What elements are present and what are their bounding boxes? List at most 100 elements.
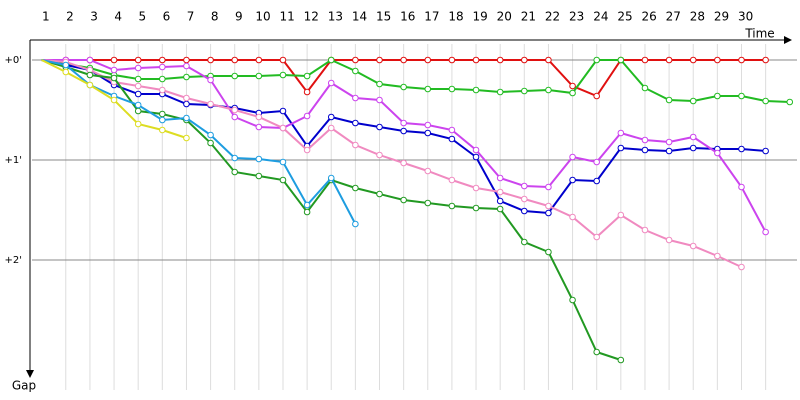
data-point (472, 146, 480, 154)
data-point (62, 68, 70, 76)
data-point (689, 242, 697, 250)
data-point (641, 56, 649, 64)
data-point (521, 207, 528, 215)
data-point (159, 63, 166, 71)
data-point (110, 66, 118, 74)
data-point (134, 82, 142, 90)
x-tick-label: 30 (738, 10, 753, 24)
data-point (496, 188, 504, 196)
data-point (255, 172, 263, 180)
data-point (496, 205, 504, 213)
x-tick-label: 2 (66, 10, 74, 24)
data-point (641, 146, 649, 154)
data-point (231, 72, 239, 80)
data-point (545, 183, 552, 191)
data-point (665, 56, 673, 64)
data-point (86, 81, 94, 89)
x-tick-label: 1 (42, 10, 50, 24)
data-point (617, 144, 625, 152)
data-point (134, 75, 142, 83)
data-point (86, 71, 94, 79)
data-point (448, 135, 456, 143)
x-tick-label: 12 (304, 10, 319, 24)
data-point (762, 228, 769, 236)
data-point (424, 199, 432, 207)
data-point (159, 116, 166, 124)
data-point (279, 124, 287, 132)
data-point (231, 113, 239, 121)
data-point (521, 56, 528, 64)
x-tick-label: 27 (666, 10, 681, 24)
x-tick-label: 21 (521, 10, 536, 24)
data-point (569, 153, 576, 161)
data-point (231, 168, 239, 176)
y-tick-label: +1' (5, 155, 23, 166)
data-point (279, 56, 287, 64)
data-point (207, 56, 214, 64)
x-tick-label: 24 (593, 10, 608, 24)
x-tick-label: 19 (473, 10, 488, 24)
data-point (424, 121, 432, 129)
x-tick-label: 16 (400, 10, 415, 24)
x-tick-label: 7 (187, 10, 195, 24)
data-point (448, 85, 456, 93)
data-point (786, 98, 794, 106)
data-point (134, 64, 142, 72)
data-point (472, 153, 480, 161)
data-point (545, 56, 552, 64)
data-point (255, 56, 263, 64)
data-point (303, 201, 311, 209)
x-tick-label: 8 (211, 10, 219, 24)
data-point (400, 159, 407, 167)
data-point (327, 174, 335, 182)
data-point (303, 112, 311, 120)
data-point (255, 72, 263, 80)
data-point (714, 149, 721, 157)
data-point (521, 182, 528, 190)
x-tick-label: 3 (90, 10, 98, 24)
data-point (183, 73, 190, 81)
data-point (738, 56, 745, 64)
x-tick-label: 23 (569, 10, 584, 24)
x-tick-label: 11 (279, 10, 294, 24)
data-point (376, 80, 383, 88)
data-point (400, 119, 407, 127)
data-point (714, 252, 721, 260)
data-point (521, 87, 528, 95)
data-point (665, 96, 673, 104)
data-point (327, 124, 335, 132)
data-point (303, 88, 311, 96)
data-point (231, 56, 239, 64)
data-point (110, 56, 118, 64)
data-point (134, 90, 142, 98)
data-point (521, 238, 528, 246)
data-point (400, 56, 407, 64)
data-point (279, 71, 287, 79)
data-point (207, 131, 214, 139)
data-point (255, 113, 263, 121)
data-point (303, 146, 311, 154)
data-point (569, 176, 576, 184)
data-point (738, 145, 745, 153)
x-tick-label: 9 (235, 10, 243, 24)
x-tick-label: 10 (255, 10, 270, 24)
data-point (327, 79, 335, 87)
data-point (545, 86, 552, 94)
data-point (159, 110, 166, 118)
data-point (569, 89, 576, 97)
data-point (714, 92, 721, 100)
data-point (569, 213, 576, 221)
x-tick-label: 17 (424, 10, 439, 24)
data-point (183, 56, 190, 64)
data-point (159, 126, 166, 134)
data-point (207, 76, 214, 84)
data-point (352, 67, 359, 75)
data-point (665, 236, 673, 244)
data-point (689, 144, 697, 152)
x-tick-label: 28 (690, 10, 705, 24)
series-line (41, 59, 742, 268)
data-point (738, 263, 745, 271)
data-point (376, 123, 383, 131)
x-tick-label: 14 (352, 10, 367, 24)
data-point (352, 220, 359, 228)
